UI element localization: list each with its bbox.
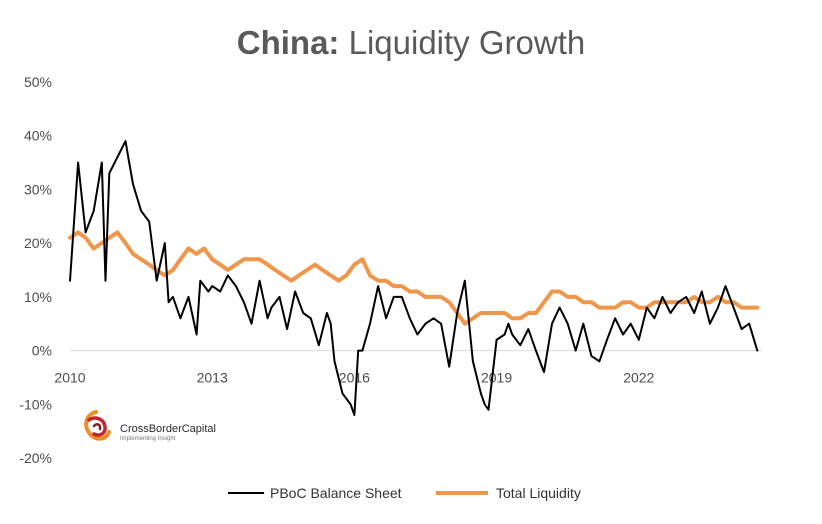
x-tick-label: 2019 (481, 370, 512, 386)
x-tick-label: 2016 (339, 370, 370, 386)
chart-title-bold: China: (237, 24, 340, 61)
y-tick-label: -20% (19, 450, 52, 466)
series-line-total-liquidity (68, 230, 760, 326)
chart-title-rest: Liquidity Growth (339, 24, 585, 61)
x-tick-label: 2013 (197, 370, 228, 386)
series-line-pboc-balance-sheet (69, 140, 759, 416)
plot-area (68, 140, 760, 416)
x-tick-label: 2022 (623, 370, 654, 386)
y-axis-ticks: 50% 40% 30% 20% 10% 0% -10% -20% (19, 74, 52, 466)
y-tick-label: 0% (32, 343, 52, 359)
y-tick-label: 50% (24, 74, 52, 90)
logo-name: CrossBorderCapital (120, 423, 216, 435)
crossborder-logo: CrossBorderCapital Implementing Insight (84, 410, 216, 442)
y-tick-label: -10% (19, 396, 52, 412)
y-tick-label: 20% (24, 235, 52, 251)
y-tick-label: 30% (24, 181, 52, 197)
y-tick-label: 10% (24, 289, 52, 305)
logo-tagline: Implementing Insight (120, 436, 176, 442)
logo-swirl-icon (84, 410, 111, 441)
legend-label-total-liquidity: Total Liquidity (496, 485, 581, 501)
legend: PBoC Balance Sheet Total Liquidity (228, 485, 581, 501)
x-tick-label: 2010 (54, 370, 85, 386)
y-tick-label: 40% (24, 128, 52, 144)
chart-title: China: Liquidity Growth (237, 24, 585, 61)
legend-label-pboc: PBoC Balance Sheet (270, 485, 402, 501)
x-axis-ticks: 2010 2013 2016 2019 2022 (54, 370, 654, 386)
